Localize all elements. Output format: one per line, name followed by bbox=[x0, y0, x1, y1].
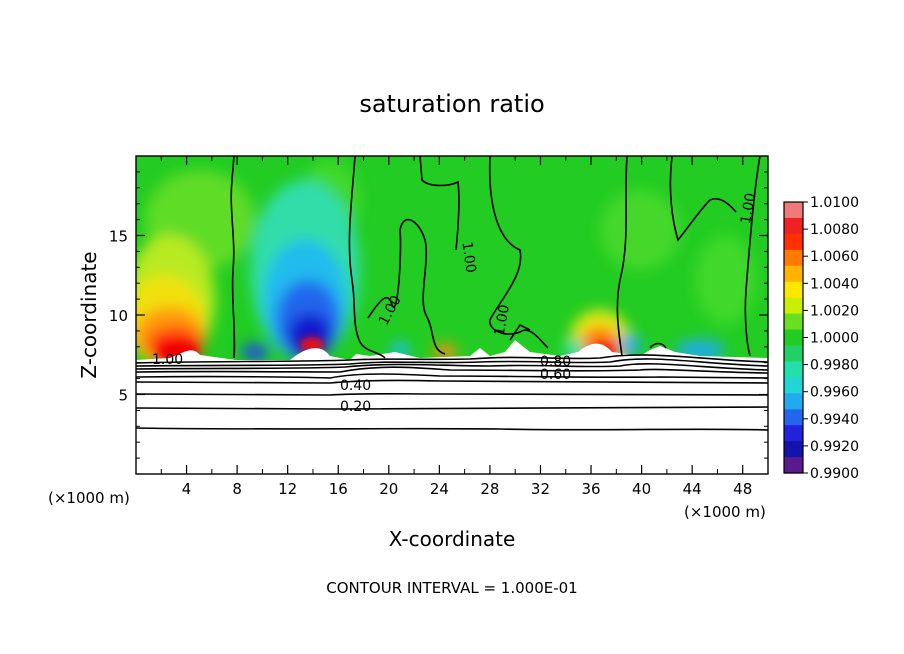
colorbar-swatch bbox=[784, 281, 803, 299]
colorbar-tick-label: 0.9940 bbox=[810, 412, 859, 428]
colorbar: 1.0100 1.0080 1.0060 1.0040 1.0020 1.0000 0.99… bbox=[783, 195, 859, 482]
colorbar-swatch bbox=[784, 425, 803, 442]
contour-label: 1.00 bbox=[492, 303, 513, 336]
colorbar-swatch bbox=[784, 297, 803, 315]
x-tick-label: 44 bbox=[683, 480, 702, 498]
y-tick-label: 10 bbox=[109, 307, 128, 325]
x-axis: 4 8 12 16 20 24 28 32 36 40 44 48 bbox=[160, 156, 752, 498]
x-tick-label: 20 bbox=[379, 480, 398, 498]
colorbar-swatch bbox=[784, 265, 803, 283]
colorbar-swatch bbox=[784, 377, 803, 394]
y-axis-label: Z-coordinate bbox=[77, 251, 101, 378]
x-tick-label: 24 bbox=[430, 480, 449, 498]
colorbar-swatch bbox=[784, 345, 803, 363]
y-tick-label: 15 bbox=[109, 228, 128, 246]
x-tick-label: 48 bbox=[733, 480, 752, 498]
colorbar-tick-label: 0.9980 bbox=[810, 358, 859, 374]
x-tick-label: 8 bbox=[232, 480, 242, 498]
contour-label: 0.60 bbox=[540, 367, 571, 383]
x-tick-label: 32 bbox=[531, 480, 550, 498]
contour-label: 1.00 bbox=[738, 192, 759, 225]
colorbar-tick-label: 0.9960 bbox=[810, 385, 859, 401]
colorbar-swatch bbox=[784, 329, 803, 347]
x-tick-label: 4 bbox=[182, 480, 192, 498]
colorbar-swatch bbox=[784, 313, 803, 331]
colorbar-tick-label: 1.0020 bbox=[810, 303, 859, 319]
y-axis: 5 10 15 bbox=[109, 171, 768, 459]
x-tick-label: 12 bbox=[278, 480, 297, 498]
x-axis-label: X-coordinate bbox=[389, 527, 516, 551]
x-axis-unit-right: (×1000 m) bbox=[684, 503, 766, 521]
heatmap-field: 1.00 1.00 1.00 1.00 1.00 0.40 0.20 0.80 … bbox=[136, 156, 768, 474]
colorbar-tick-label: 1.0080 bbox=[810, 222, 859, 238]
x-tick-label: 28 bbox=[480, 480, 499, 498]
colorbar-tick-label: 1.0100 bbox=[810, 195, 859, 211]
contour-label: 1.00 bbox=[458, 241, 478, 274]
colorbar-tick-label: 1.0040 bbox=[810, 276, 859, 292]
contour-labels: 1.00 1.00 1.00 1.00 1.00 0.40 0.20 0.80 … bbox=[152, 192, 759, 415]
contour-lines bbox=[136, 156, 768, 431]
x-axis-unit-left: (×1000 m) bbox=[48, 489, 130, 507]
colorbar-swatch bbox=[784, 233, 803, 251]
colorbar-swatch bbox=[784, 441, 803, 458]
chart-title: saturation ratio bbox=[359, 90, 544, 118]
colorbar-swatch bbox=[784, 409, 803, 426]
colorbar-swatch bbox=[784, 217, 803, 235]
contour-interval-note: CONTOUR INTERVAL = 1.000E-01 bbox=[326, 579, 577, 597]
colorbar-tick-label: 0.9920 bbox=[810, 439, 859, 455]
x-tick-label: 16 bbox=[329, 480, 348, 498]
x-tick-label: 40 bbox=[632, 480, 651, 498]
colorbar-swatch bbox=[784, 457, 803, 474]
colorbar-tick-label: 1.0060 bbox=[810, 249, 859, 265]
colorbar-tick-label: 1.0000 bbox=[810, 331, 859, 347]
contour-label: 0.80 bbox=[540, 354, 571, 370]
colorbar-swatch bbox=[784, 393, 803, 410]
colorbar-tick-label: 0.9900 bbox=[810, 466, 859, 482]
x-tick-label: 36 bbox=[581, 480, 600, 498]
contour-label: 0.20 bbox=[340, 399, 371, 415]
contour-label: 1.00 bbox=[152, 352, 183, 368]
colorbar-swatch bbox=[784, 249, 803, 267]
below-cloud-base bbox=[136, 340, 768, 474]
contour-label: 0.40 bbox=[340, 378, 371, 394]
colorbar-swatch bbox=[784, 361, 803, 378]
colorbar-swatch bbox=[784, 202, 803, 219]
y-tick-label: 5 bbox=[118, 387, 128, 405]
